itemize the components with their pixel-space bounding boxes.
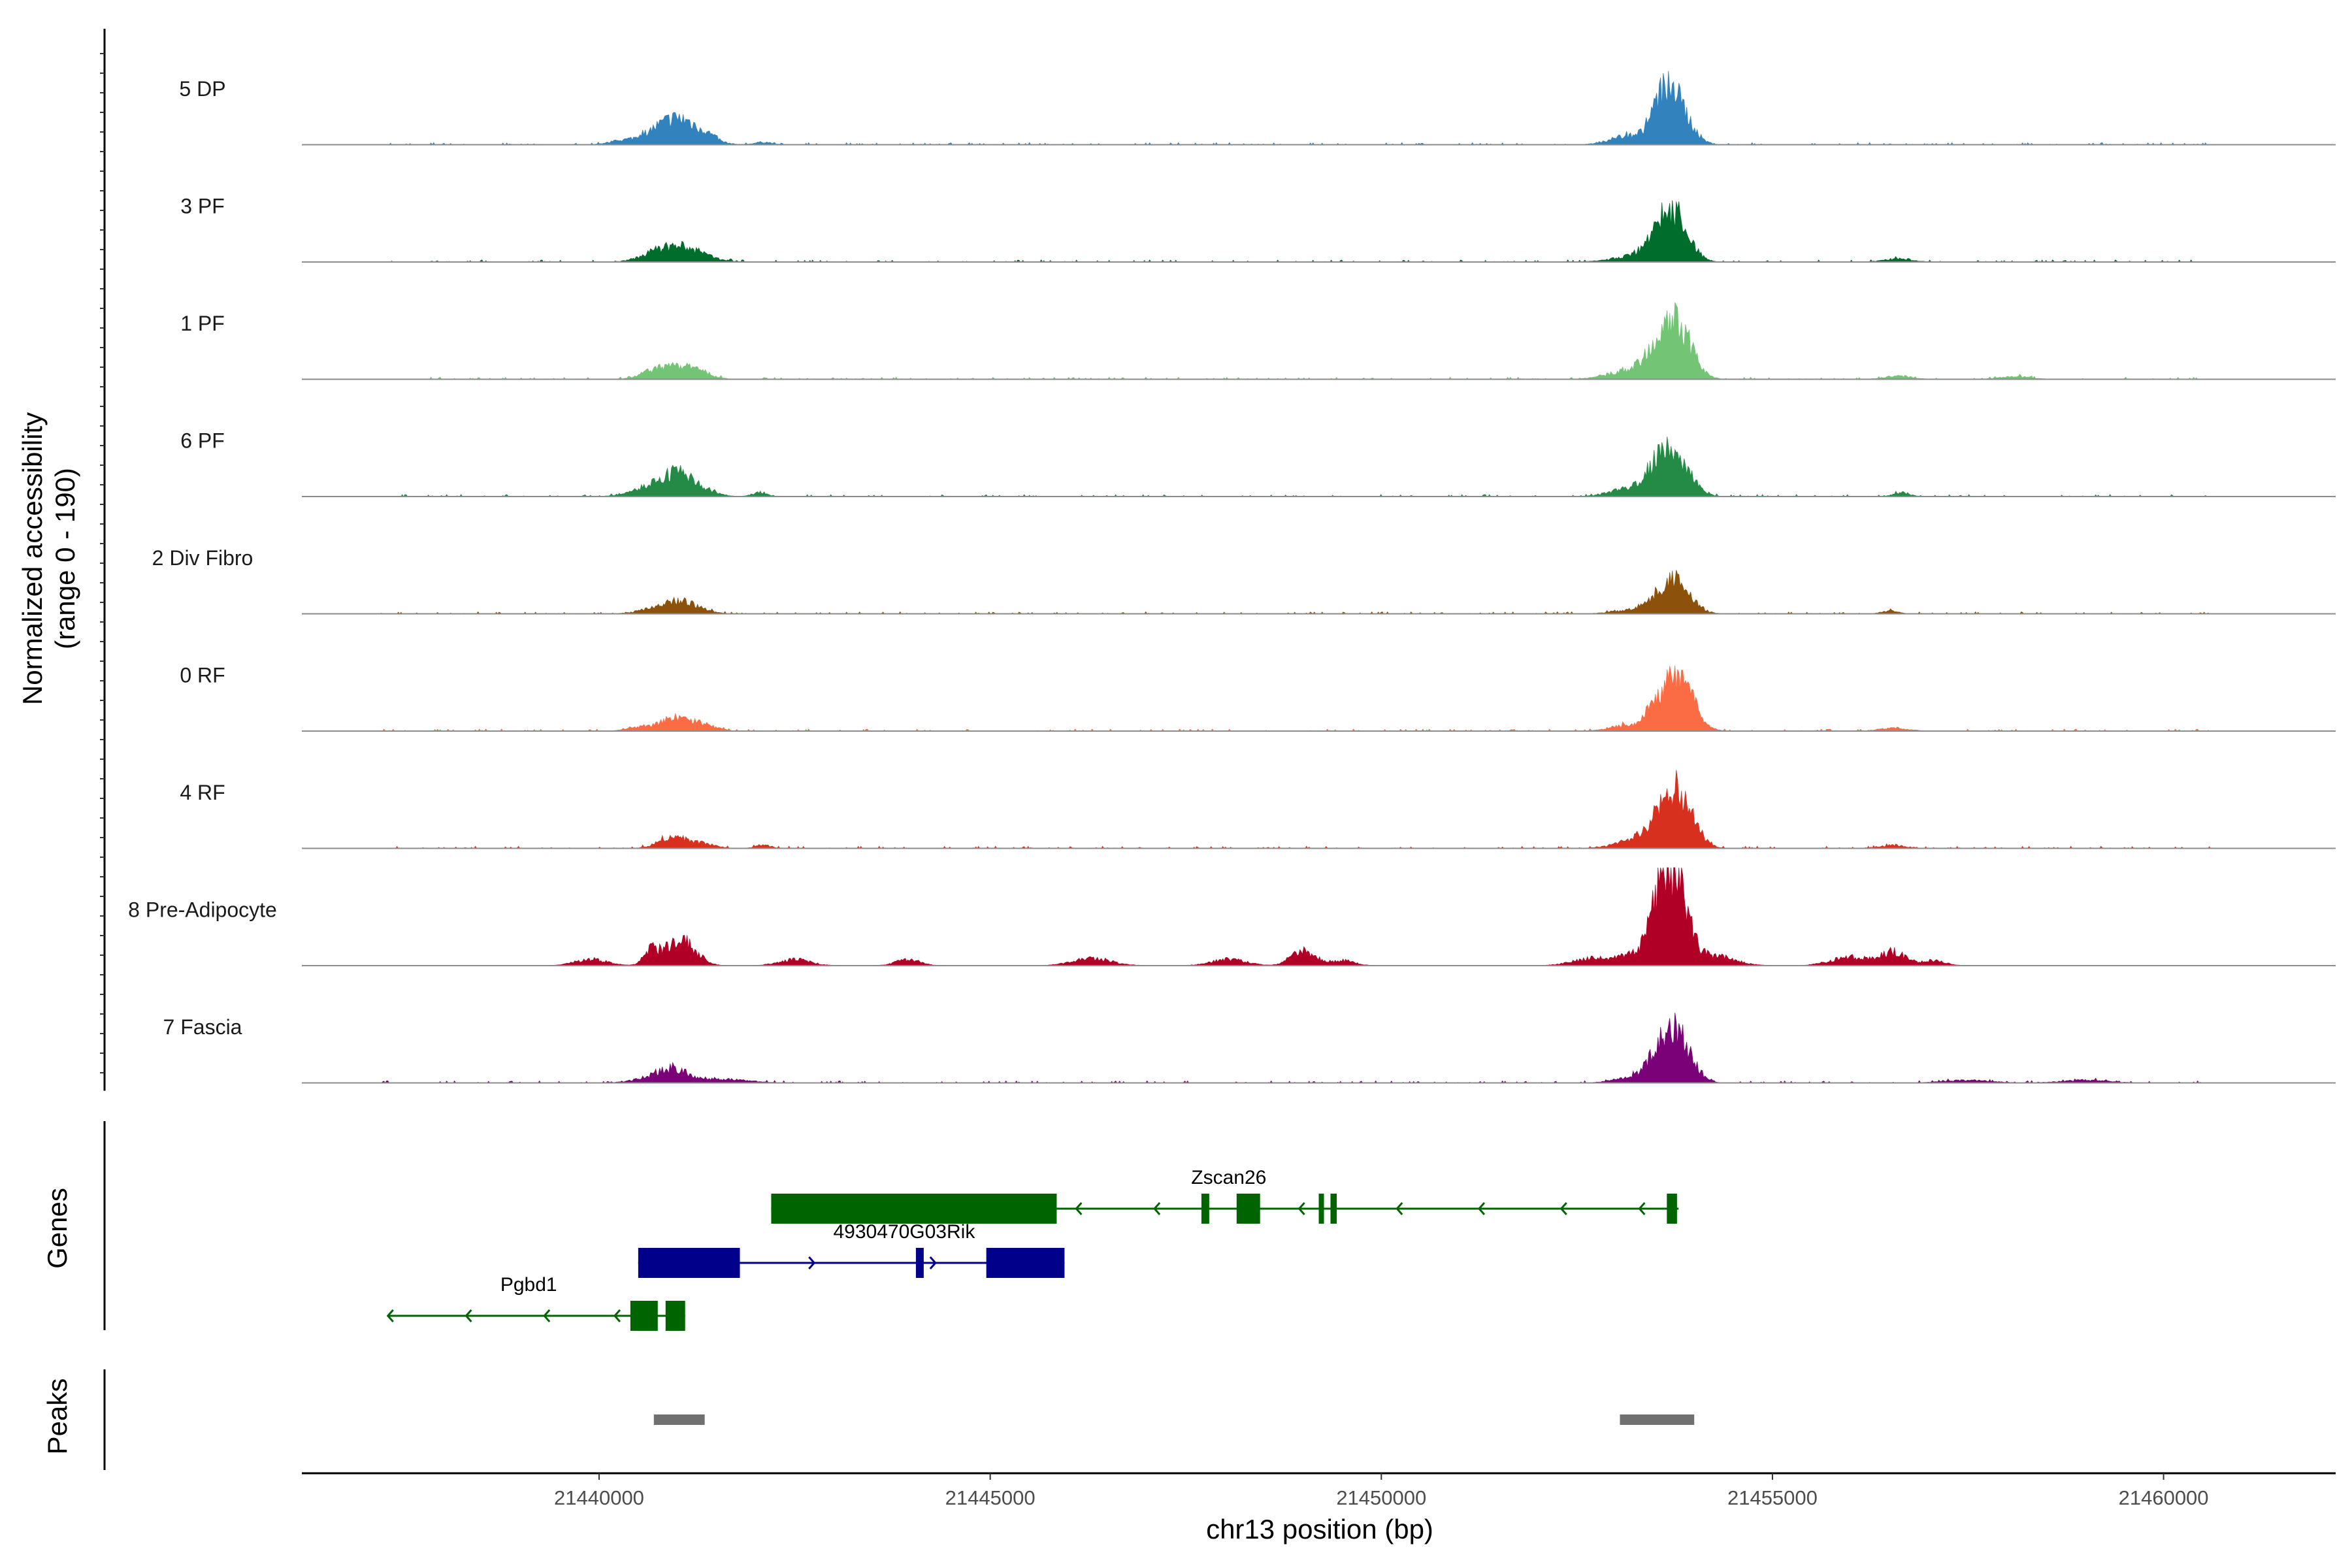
strand-arrow — [1075, 1202, 1083, 1215]
tracks-layer: 5 DP 3 PF 1 PF 6 PF 2 Div Fibro 0 RF 4 RF 8 Pre… — [128, 71, 2336, 1084]
gene-label: Zscan26 — [1191, 1167, 1266, 1188]
y-axis-title-line2: (range 0 - 190) — [50, 468, 80, 649]
gene-exon — [771, 1194, 1057, 1224]
gene-exon — [665, 1301, 685, 1331]
gene-exon — [915, 1248, 924, 1278]
strand-arrow — [1298, 1202, 1305, 1215]
gene-zscan26: Zscan26 — [771, 1167, 1679, 1224]
coverage-area — [380, 71, 2211, 146]
peaks-panel — [653, 1414, 1695, 1425]
gene-exon — [1236, 1194, 1260, 1224]
strand-arrow — [543, 1309, 551, 1322]
gene-exon — [1330, 1194, 1337, 1224]
coverage-area — [380, 436, 2211, 497]
gene-exon — [1201, 1194, 1209, 1224]
gene-exon — [630, 1301, 658, 1331]
track-label: 0 RF — [180, 664, 225, 687]
x-axis-title: chr13 position (bp) — [1206, 1514, 1433, 1544]
coverage-area — [380, 867, 2211, 966]
track-6-pf: 6 PF — [180, 429, 2336, 497]
strand-arrow — [1560, 1202, 1567, 1215]
x-tick-label: 21455000 — [1727, 1486, 1818, 1509]
gene-label: Pgbd1 — [500, 1274, 557, 1296]
genes-panel-label: Genes — [42, 1188, 73, 1269]
track-3-pf: 3 PF — [180, 195, 2336, 263]
track-label: 3 PF — [180, 195, 225, 218]
strand-arrow — [1477, 1202, 1486, 1215]
track-label: 8 Pre-Adipocyte — [128, 898, 277, 922]
strand-arrow — [1638, 1202, 1646, 1215]
track-label: 5 DP — [179, 77, 225, 101]
peak-region — [653, 1414, 705, 1425]
strand-arrow — [808, 1256, 816, 1269]
x-axis: 21440000 21445000 21450000 21455000 21460000 — [302, 1472, 2336, 1509]
coverage-area — [380, 570, 2211, 615]
track-2-div-fibro: 2 Div Fibro — [152, 546, 2336, 615]
track-label: 1 PF — [180, 312, 225, 335]
track-label: 4 RF — [180, 781, 225, 804]
coverage-area — [380, 302, 2211, 380]
track-8-pre-adipocyte: 8 Pre-Adipocyte — [128, 867, 2336, 966]
x-tick-label: 21460000 — [2119, 1486, 2209, 1509]
gene-exon — [1667, 1194, 1677, 1224]
strand-arrow — [613, 1309, 621, 1322]
strand-arrow — [1153, 1202, 1161, 1215]
genes-panel: Zscan26 4930470G03Rik Pgbd1 — [386, 1167, 1679, 1331]
gene-pgbd1: Pgbd1 — [386, 1274, 685, 1331]
track-5-dp: 5 DP — [179, 71, 2336, 146]
gene-exon — [986, 1248, 1065, 1278]
gene-4930470g03rik: 4930470G03Rik — [638, 1221, 1065, 1278]
x-tick-label: 21445000 — [945, 1486, 1036, 1509]
y-axis-title-line1: Normalized accessibility — [17, 412, 48, 705]
strand-arrow — [386, 1309, 394, 1322]
track-4-rf: 4 RF — [180, 770, 2336, 849]
track-7-fascia: 7 Fascia — [163, 1013, 2336, 1084]
track-1-pf: 1 PF — [180, 302, 2336, 380]
y-axis-layer — [100, 29, 106, 1470]
gene-label: 4930470G03Rik — [834, 1221, 976, 1243]
x-tick-label: 21450000 — [1336, 1486, 1426, 1509]
gene-exon — [1318, 1194, 1324, 1224]
gene-exon — [638, 1248, 740, 1278]
coverage-area — [380, 200, 2211, 263]
coverage-area — [380, 770, 2212, 849]
track-label: 6 PF — [180, 429, 225, 453]
strand-arrow — [465, 1309, 472, 1322]
coverage-area — [380, 665, 2211, 732]
peak-region — [1620, 1414, 1695, 1425]
peaks-panel-label: Peaks — [42, 1379, 73, 1455]
x-tick-label: 21440000 — [554, 1486, 644, 1509]
track-label: 2 Div Fibro — [152, 546, 253, 570]
track-label: 7 Fascia — [163, 1015, 242, 1039]
strand-arrow — [929, 1256, 937, 1269]
strand-arrow — [1396, 1202, 1403, 1215]
track-0-rf: 0 RF — [180, 664, 2336, 732]
coverage-area — [380, 1013, 2211, 1084]
